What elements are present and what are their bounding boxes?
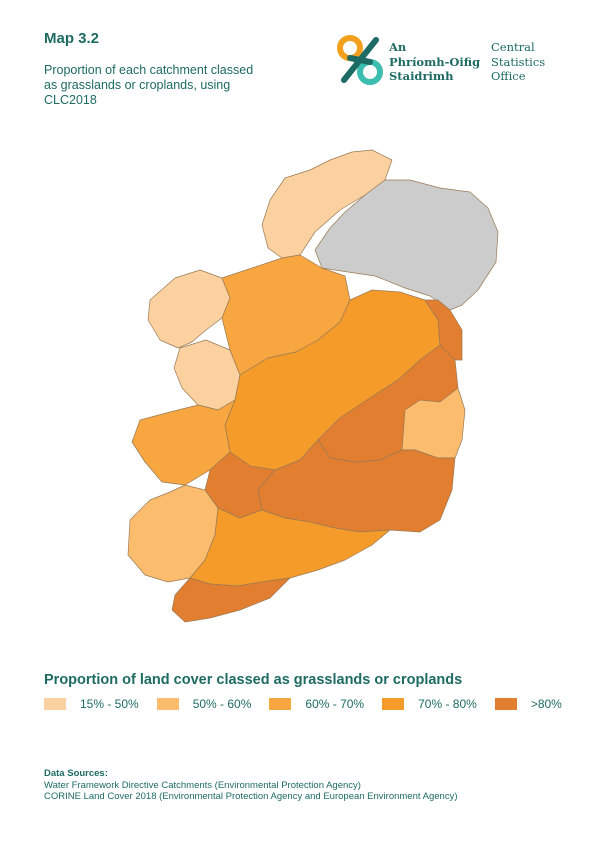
logo-irish-name: An Phríomh-Oifig Staidrimh <box>389 40 480 84</box>
map-region-west-cork <box>171 577 291 623</box>
legend-label: >80% <box>530 697 562 711</box>
cso-logo-mark-icon <box>337 35 383 85</box>
legend-swatch <box>156 698 179 710</box>
legend-item: 70% - 80% <box>382 697 477 711</box>
legend-item: 15% - 50% <box>44 697 139 711</box>
legend-swatch <box>494 698 517 710</box>
legend-label: 70% - 80% <box>418 697 477 711</box>
map-label: Map 3.2 <box>44 30 100 47</box>
legend-label: 15% - 50% <box>80 697 139 711</box>
legend-title: Proportion of land cover classed as gras… <box>44 672 463 688</box>
cso-logo: An Phríomh-Oifig Staidrimh Central Stati… <box>336 34 566 90</box>
map-region-northern-ireland <box>314 179 499 311</box>
legend-item: 50% - 60% <box>156 697 252 711</box>
logo-english-line: Central <box>491 40 535 54</box>
map-region-louth <box>424 299 463 361</box>
data-sources-title: Data Sources: <box>44 768 108 779</box>
logo-english-line: Office <box>491 69 526 83</box>
data-sources: Data Sources: Water Framework Directive … <box>44 768 457 803</box>
legend-label: 50% - 60% <box>192 697 252 711</box>
data-source-line: CORINE Land Cover 2018 (Environmental Pr… <box>44 791 458 802</box>
legend-swatch <box>269 698 292 710</box>
legend-item: >80% <box>494 697 562 711</box>
data-source-line: Water Framework Directive Catchments (En… <box>44 779 361 791</box>
legend-item: 60% - 70% <box>269 697 364 711</box>
map-region-mayo-coast <box>147 269 231 349</box>
ireland-catchment-map <box>127 149 499 623</box>
legend: 15% - 50% 50% - 60% 60% - 70% 70% - 80% … <box>44 697 580 711</box>
legend-swatch <box>382 698 405 710</box>
logo-english-name: Central Statistics Office <box>491 40 545 84</box>
legend-label: 60% - 70% <box>305 697 365 711</box>
logo-irish-line: An <box>389 40 407 54</box>
legend-swatch <box>44 698 66 710</box>
logo-irish-line: Phríomh-Oifig <box>389 54 481 69</box>
logo-english-line: Statistics <box>491 54 546 69</box>
map-subtitle: Proportion of each catchment classed as … <box>44 63 254 107</box>
logo-irish-line: Staidrimh <box>389 69 454 83</box>
